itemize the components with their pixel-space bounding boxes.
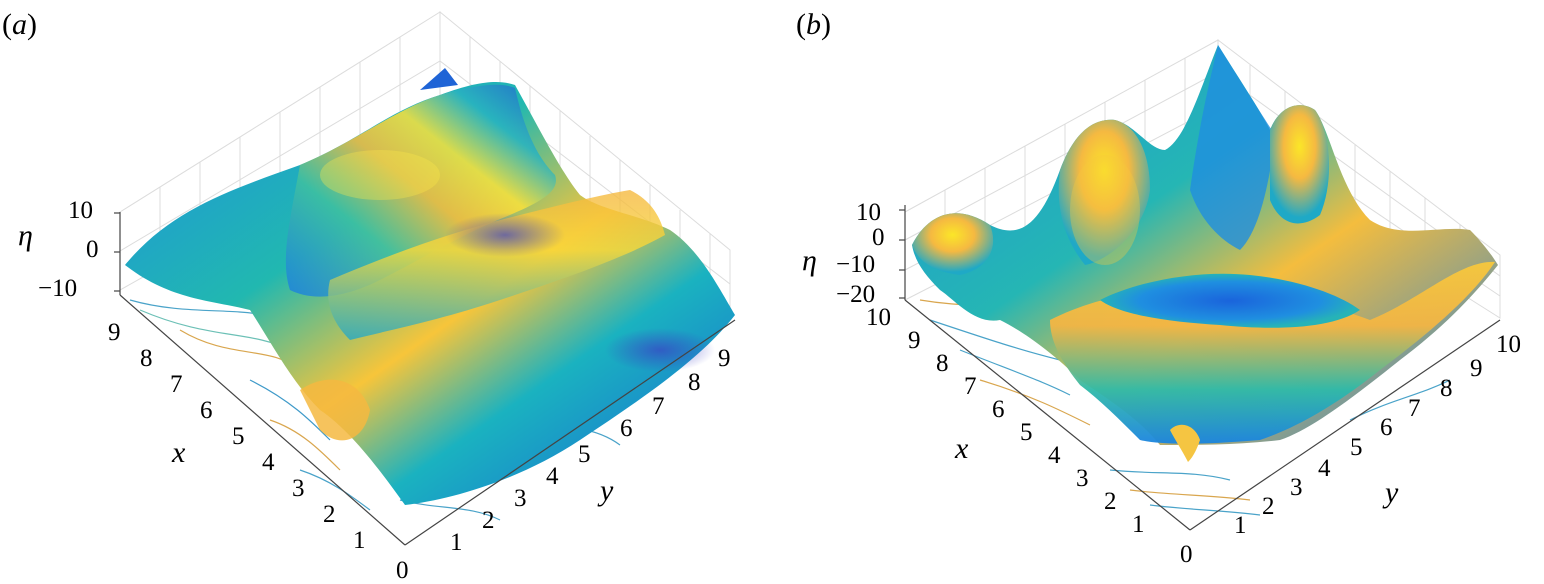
tick-label: 0 bbox=[1180, 541, 1193, 568]
tick-label: 0 bbox=[86, 236, 99, 263]
panel-b: (b) bbox=[796, 8, 1521, 568]
tick-label: 6 bbox=[1380, 414, 1393, 441]
tick-label: 4 bbox=[1048, 442, 1061, 469]
panel-a-y-ticks: 1 2 3 4 5 6 7 8 9 bbox=[450, 345, 731, 556]
tick-label: 1 bbox=[353, 527, 366, 554]
tick-label: 7 bbox=[964, 373, 977, 400]
x-axis-label: x bbox=[954, 432, 969, 465]
tick-label: 3 bbox=[1076, 465, 1089, 492]
tick-label: 10 bbox=[866, 304, 891, 331]
tick-label: 9 bbox=[718, 345, 731, 372]
tick-label: 7 bbox=[1408, 395, 1421, 422]
panel-a-axes bbox=[114, 212, 736, 546]
tick-label: 2 bbox=[482, 507, 495, 534]
tick-label: 10 bbox=[856, 199, 881, 226]
tick-label: 1 bbox=[450, 529, 463, 556]
tick-label: 9 bbox=[108, 319, 121, 346]
tick-label: 1 bbox=[1132, 511, 1145, 538]
tick-label: 0 bbox=[872, 224, 885, 251]
tick-label: 2 bbox=[323, 501, 336, 528]
tick-label: 4 bbox=[1318, 455, 1331, 482]
panel-a-back-walls bbox=[119, 10, 731, 319]
tick-label: 2 bbox=[1262, 493, 1275, 520]
tick-label: 10 bbox=[68, 197, 93, 224]
tick-label: 8 bbox=[140, 345, 153, 372]
tick-label: 6 bbox=[200, 397, 213, 424]
y-axis-label: y bbox=[1382, 476, 1399, 509]
tick-label: 9 bbox=[908, 327, 921, 354]
tick-label: 5 bbox=[1020, 419, 1033, 446]
panel-a-z-ticks: 10 0 −10 bbox=[38, 197, 99, 302]
panel-b-y-ticks: 1 2 3 4 5 6 7 8 9 10 bbox=[1234, 331, 1521, 539]
tick-label: 9 bbox=[1470, 355, 1483, 382]
tick-label: 3 bbox=[1290, 474, 1303, 501]
z-axis-label: η bbox=[18, 219, 33, 252]
tick-label: 5 bbox=[1350, 434, 1363, 461]
tick-label: 4 bbox=[546, 463, 559, 490]
tick-label: 6 bbox=[620, 415, 633, 442]
z-axis-label: η bbox=[802, 244, 817, 277]
tick-label: 5 bbox=[232, 423, 245, 450]
tick-label: −20 bbox=[836, 281, 875, 308]
tick-label: 3 bbox=[292, 475, 305, 502]
tick-label: 8 bbox=[936, 350, 949, 377]
panel-a: (a) bbox=[2, 8, 736, 584]
panel-b-surface bbox=[912, 45, 1498, 462]
panel-a-surface bbox=[125, 68, 735, 506]
tick-label: 2 bbox=[1104, 488, 1117, 515]
tick-label: −10 bbox=[836, 251, 875, 278]
panel-b-x-ticks: 0 1 2 3 4 5 6 7 8 9 10 bbox=[866, 304, 1193, 568]
tick-label: 6 bbox=[992, 396, 1005, 423]
panel-a-label: (a) bbox=[2, 8, 37, 41]
tick-label: 1 bbox=[1234, 512, 1247, 539]
panel-b-z-ticks: 10 0 −10 −20 bbox=[836, 199, 885, 308]
y-axis-label: y bbox=[597, 474, 614, 507]
tick-label: 0 bbox=[396, 557, 409, 584]
tick-label: 8 bbox=[1440, 375, 1453, 402]
tick-label: 8 bbox=[688, 369, 701, 396]
tick-label: −10 bbox=[38, 275, 77, 302]
tick-label: 3 bbox=[514, 485, 527, 512]
tick-label: 4 bbox=[262, 449, 275, 476]
panel-b-label: (b) bbox=[796, 8, 831, 41]
panel-a-x-ticks: 0 1 2 3 4 5 6 7 8 9 bbox=[108, 319, 409, 584]
tick-label: 7 bbox=[652, 393, 665, 420]
tick-label: 5 bbox=[578, 441, 591, 468]
panel-b-axes bbox=[899, 205, 1501, 531]
x-axis-label: x bbox=[171, 436, 186, 469]
tick-label: 7 bbox=[170, 371, 183, 398]
tick-label: 10 bbox=[1496, 331, 1521, 358]
